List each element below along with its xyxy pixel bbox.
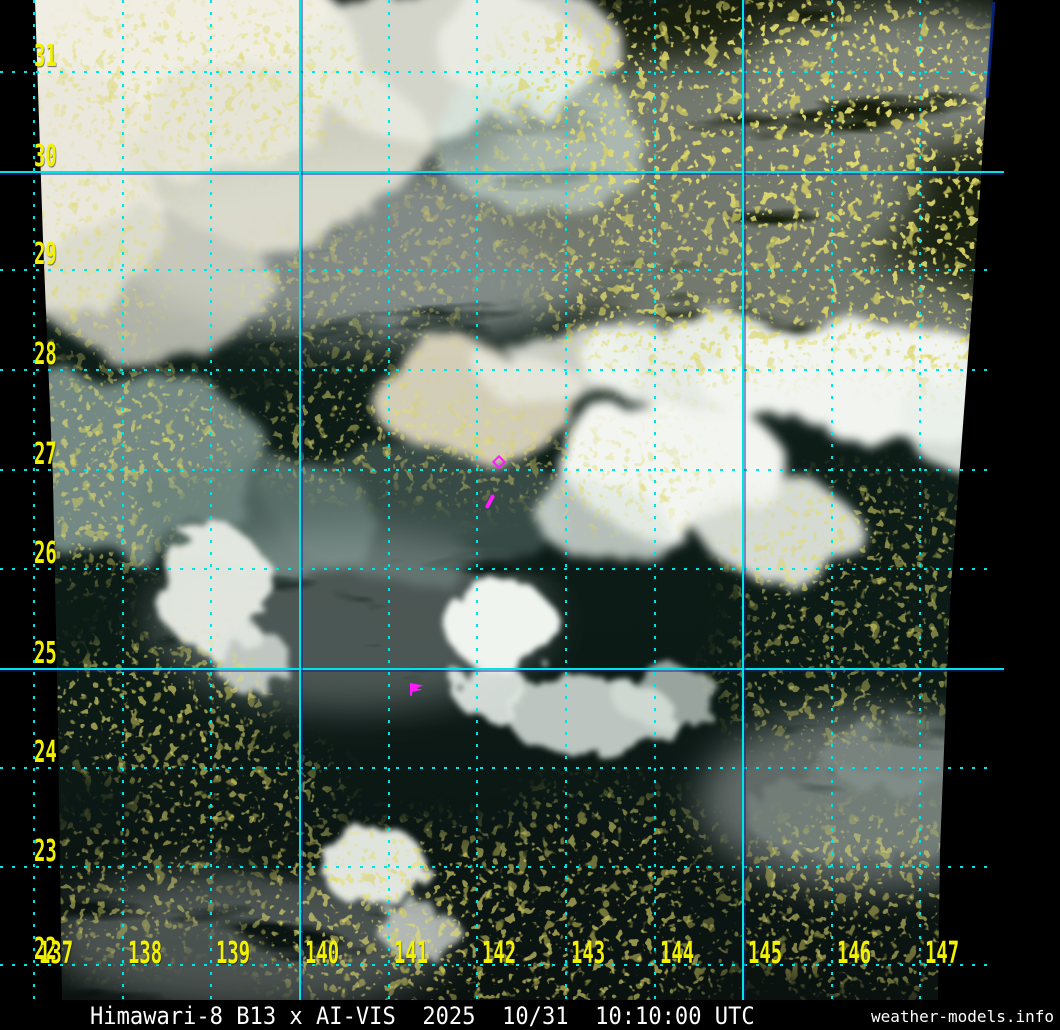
lon-line-138 — [122, 0, 124, 1000]
lat-line-29 — [0, 269, 994, 271]
lat-label-28: 28 — [34, 337, 57, 372]
lat-line-31 — [0, 71, 994, 73]
lat-label-23: 23 — [34, 834, 57, 869]
lon-line-143 — [565, 0, 567, 1000]
caption-title: Himawari-8 B13 x AI-VIS 2025 10/31 10:10… — [90, 1002, 755, 1030]
lon-line-139 — [210, 0, 212, 1000]
lat-line-23 — [0, 866, 994, 868]
lon-line-146 — [831, 0, 833, 1000]
lon-label-146: 146 — [837, 936, 872, 971]
lat-label-22: 22 — [34, 932, 57, 967]
caption-credit: weather-models.info — [870, 1007, 1054, 1026]
lat-label-26: 26 — [34, 536, 57, 571]
lon-label-138: 138 — [128, 936, 163, 971]
satellite-image: 31 30 29 28 27 26 25 24 23 22 137 138 139 140 141 142 14… — [0, 0, 1060, 1000]
lon-label-144: 144 — [660, 936, 695, 971]
latlon-grid: 31 30 29 28 27 26 25 24 23 22 137 138 139 140 141 142 14… — [0, 0, 1004, 1000]
lon-line-142 — [476, 0, 478, 1000]
lon-line-137 — [33, 0, 35, 1000]
scan-edge-right — [938, 0, 1060, 1000]
lat-label-29: 29 — [34, 237, 57, 272]
lon-line-141 — [388, 0, 390, 1000]
lon-line-147 — [919, 0, 921, 1000]
lat-label-25: 25 — [34, 636, 57, 671]
lat-label-31: 31 — [34, 39, 57, 74]
lon-line-144 — [654, 0, 656, 1000]
lat-line-22 — [0, 964, 994, 966]
caption-bar: Himawari-8 B13 x AI-VIS 2025 10/31 10:10… — [0, 1000, 1060, 1030]
lon-label-139: 139 — [216, 936, 251, 971]
lon-line-145 — [742, 0, 744, 1000]
lat-line-27 — [0, 469, 994, 471]
lon-label-141: 141 — [394, 936, 429, 971]
lat-line-25 — [0, 668, 1004, 670]
lat-label-30: 30 — [34, 139, 57, 174]
lon-line-140 — [299, 0, 301, 1000]
lat-line-28 — [0, 369, 994, 371]
lat-label-27: 27 — [34, 437, 57, 472]
scan-edge-navy-line — [985, 1, 996, 99]
lon-label-140: 140 — [305, 936, 340, 971]
lat-line-26 — [0, 568, 994, 570]
lat-label-24: 24 — [34, 735, 57, 770]
lon-label-147: 147 — [925, 936, 960, 971]
scan-edge-left — [0, 0, 62, 1000]
cloud-imagery — [0, 0, 1060, 1000]
lat-line-24 — [0, 767, 994, 769]
lon-label-137: 137 — [39, 936, 74, 971]
lon-label-142: 142 — [482, 936, 517, 971]
lon-label-143: 143 — [571, 936, 606, 971]
lat-line-30 — [0, 171, 1004, 173]
lon-label-145: 145 — [748, 936, 783, 971]
